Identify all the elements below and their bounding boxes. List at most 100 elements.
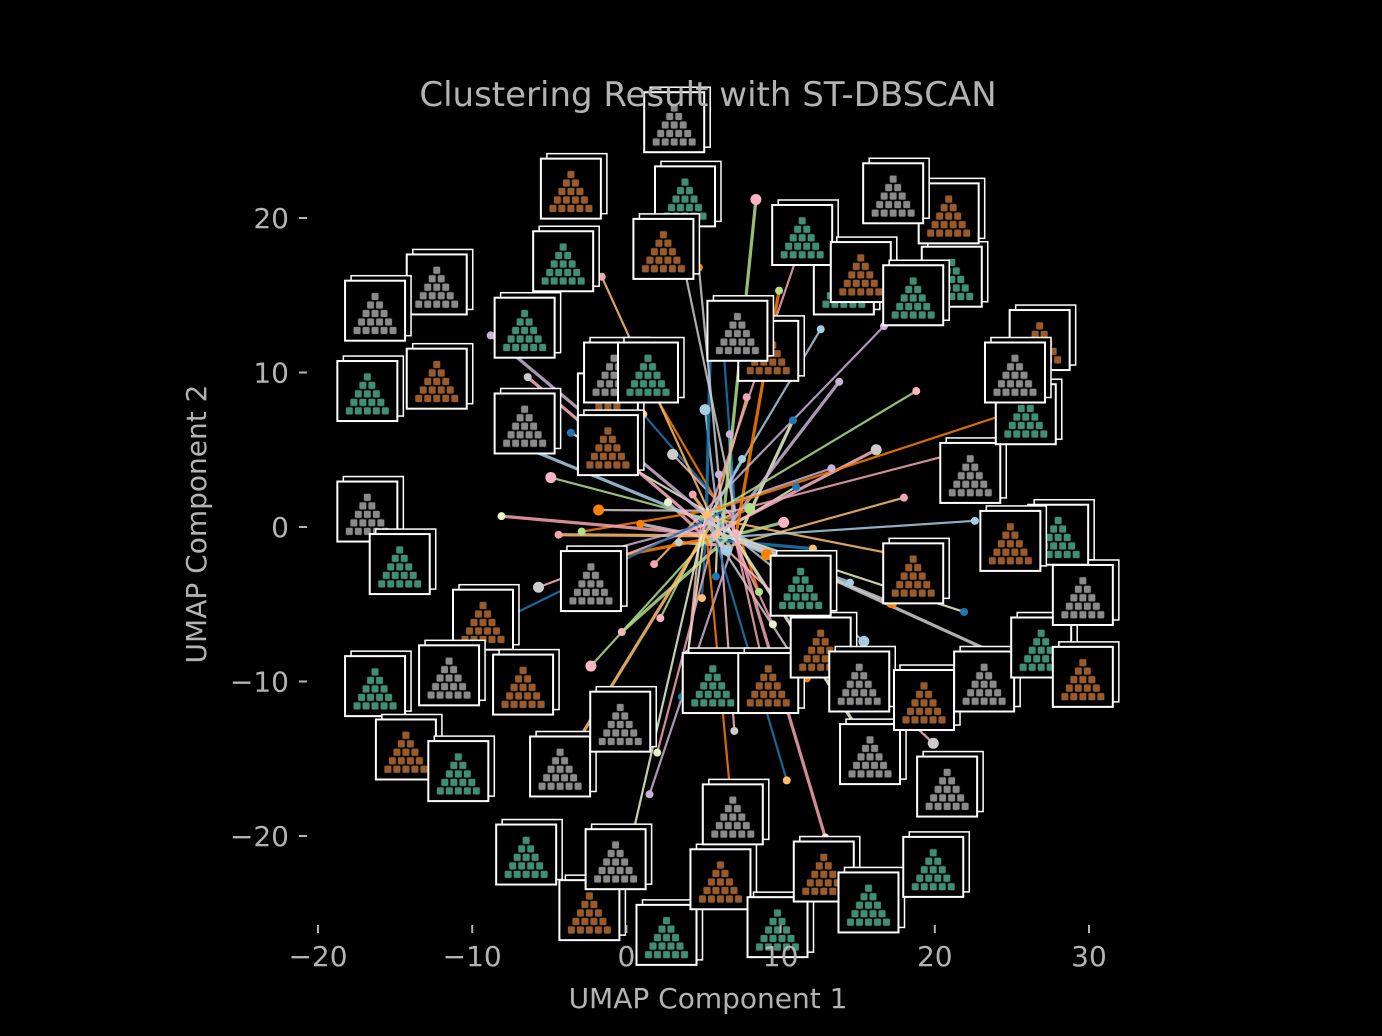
can-shape (400, 571, 409, 580)
can-shape (1012, 429, 1021, 439)
can-shape (846, 697, 855, 706)
can-shape (855, 901, 864, 910)
can-shape (861, 744, 870, 753)
can-shape (401, 748, 410, 757)
can-shape (1074, 585, 1083, 594)
can-shape (737, 320, 746, 330)
can-shape (778, 934, 787, 943)
can-shape (924, 857, 933, 866)
can-shape (428, 274, 437, 283)
can-shape (514, 691, 523, 700)
can-shape (571, 195, 580, 205)
can-shape (657, 925, 666, 934)
can-shape (1021, 429, 1030, 439)
can-shape (634, 737, 643, 746)
can-shape (680, 950, 689, 959)
can-shape (391, 554, 400, 563)
can-shape (1078, 675, 1087, 684)
can-shape (857, 752, 866, 762)
can-shape (487, 635, 496, 644)
can-shape (952, 480, 961, 489)
can-shape (1028, 646, 1037, 655)
can-shape (934, 802, 943, 811)
can-shape (915, 707, 924, 716)
can-shape (582, 571, 591, 580)
can-shape (520, 422, 529, 431)
can-shape (722, 690, 731, 699)
can-shape (1032, 654, 1041, 663)
can-shape (516, 430, 525, 439)
data-point (674, 538, 683, 547)
can-shape (585, 925, 594, 935)
can-shape (653, 933, 662, 942)
can-shape (600, 588, 609, 597)
data-point (725, 430, 734, 439)
can-shape (711, 869, 720, 878)
can-shape (864, 884, 873, 893)
can-shape (1015, 556, 1024, 565)
can-shape (920, 715, 929, 724)
can-shape (384, 693, 393, 702)
can-shape (371, 667, 380, 677)
can-shape (367, 398, 376, 407)
can-shape (911, 882, 920, 891)
can-shape (1087, 692, 1096, 701)
can-shape (915, 690, 924, 699)
can-shape (507, 430, 516, 439)
can-shape (900, 572, 909, 581)
can-shape (1074, 667, 1083, 676)
data-point (870, 444, 882, 456)
can-shape (565, 782, 574, 791)
data-point (775, 286, 784, 295)
can-shape (940, 220, 949, 229)
can-shape (354, 406, 363, 415)
can-shape (975, 671, 984, 680)
can-shape (666, 942, 675, 951)
can-shape (1006, 556, 1015, 565)
can-shape (852, 262, 861, 271)
can-shape (1067, 541, 1076, 551)
can-shape (920, 882, 929, 891)
can-shape (935, 229, 944, 238)
can-shape (620, 711, 629, 721)
can-shape (922, 580, 931, 589)
can-shape (670, 103, 679, 113)
can-shape (943, 785, 952, 794)
can-shape (716, 894, 725, 904)
can-shape (469, 618, 478, 627)
can-shape (371, 292, 380, 301)
cluster-link (721, 454, 946, 516)
can-shape (724, 346, 733, 355)
can-shape (677, 264, 686, 273)
can-shape (1060, 692, 1069, 701)
can-shape (943, 768, 952, 777)
can-shape (648, 379, 657, 388)
can-shape (929, 698, 938, 707)
can-shape (866, 769, 875, 779)
image-thumbnail (493, 387, 562, 455)
can-shape (367, 381, 376, 390)
can-shape (875, 200, 884, 209)
can-shape (573, 588, 582, 597)
can-shape (904, 580, 913, 589)
can-shape (724, 329, 733, 338)
can-shape (966, 488, 975, 497)
can-shape (406, 739, 415, 748)
can-shape (971, 697, 980, 706)
can-shape (436, 674, 445, 683)
can-shape (898, 208, 907, 218)
can-shape (663, 239, 672, 248)
can-shape (868, 909, 877, 918)
can-shape (610, 388, 619, 397)
image-thumbnail (979, 505, 1048, 572)
can-shape (938, 715, 947, 724)
can-shape (782, 366, 791, 375)
can-shape (1054, 533, 1063, 542)
can-shape (436, 786, 445, 796)
can-shape (371, 701, 380, 711)
can-shape (1083, 602, 1092, 611)
can-shape (585, 460, 594, 470)
can-shape (502, 439, 511, 448)
can-shape (610, 371, 619, 380)
cluster-link (730, 523, 765, 668)
